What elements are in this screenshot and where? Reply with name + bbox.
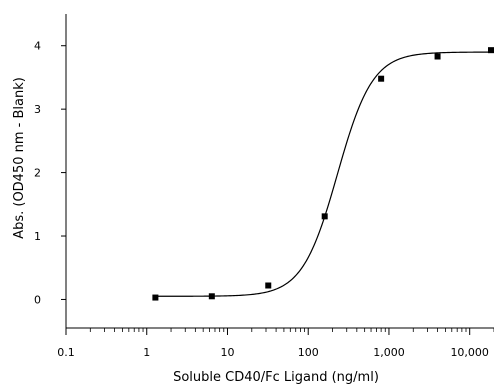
x-axis-ticks: 0.1 1 10 100 1,000 10,000 xyxy=(57,328,494,359)
x-tick-label: 10 xyxy=(220,346,234,359)
data-point xyxy=(488,47,494,54)
fit-curve xyxy=(155,51,494,297)
x-axis-label: Soluble CD40/Fc Ligand (ng/ml) xyxy=(173,370,379,385)
x-tick-label: 1,000 xyxy=(373,346,405,359)
data-point xyxy=(152,294,159,301)
data-point xyxy=(265,282,272,289)
y-tick-label: 1 xyxy=(34,230,41,243)
y-tick-label: 4 xyxy=(34,40,41,53)
data-point xyxy=(434,53,441,60)
x-tick-label: 0.1 xyxy=(57,346,75,359)
y-axis-ticks: 0 1 2 3 4 xyxy=(34,40,66,306)
data-points xyxy=(152,47,494,301)
y-tick-label: 2 xyxy=(34,167,41,180)
y-tick-label: 3 xyxy=(34,103,41,116)
plot-area xyxy=(65,14,494,329)
x-tick-label: 1 xyxy=(143,346,150,359)
data-point xyxy=(208,293,215,300)
fit-curve-group xyxy=(155,51,494,297)
data-point xyxy=(321,213,328,220)
data-point xyxy=(378,75,385,82)
x-tick-label: 100 xyxy=(298,346,319,359)
y-tick-label: 0 xyxy=(34,293,41,306)
y-axis-label: Abs. (OD450 nm - Blank) xyxy=(12,77,27,239)
x-tick-label: 10,000 xyxy=(450,346,489,359)
